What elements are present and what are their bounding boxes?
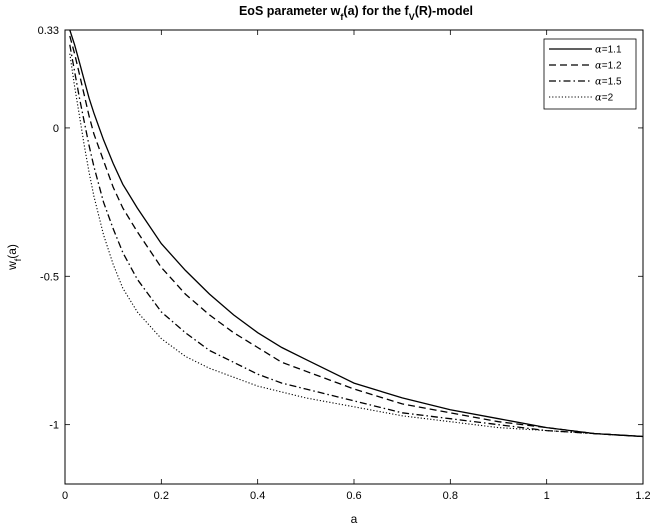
- x-tick-label: 1.2: [635, 490, 650, 502]
- y-tick-label: -0.5: [40, 271, 59, 283]
- y-tick-label: 0.33: [38, 25, 59, 37]
- legend: α=1.1 α=1.2 α=1.5 α=2: [543, 38, 637, 110]
- x-tick-label: 0.4: [250, 490, 265, 502]
- x-tick-label: 0: [62, 490, 68, 502]
- legend-label-2: α=1.2: [595, 61, 622, 72]
- legend-label-3: α=1.5: [595, 77, 622, 88]
- x-tick-label: 0.8: [443, 490, 458, 502]
- x-tick-label: 1: [544, 490, 550, 502]
- y-tick-label: -1: [49, 420, 59, 432]
- series-line-2: [69, 35, 644, 438]
- series-line-1: [69, 29, 644, 438]
- series-layer: [69, 29, 644, 438]
- legend-label-4: α=2: [595, 93, 614, 104]
- legend-label-1: α=1.1: [595, 45, 622, 56]
- axis-ticks: 0 0.2 0.4 0.6 0.8 1 1.2 0.33 0 -0.5 -1: [38, 25, 650, 502]
- x-tick-label: 0.6: [346, 490, 361, 502]
- y-tick-label: 0: [53, 123, 59, 135]
- y-axis-label: wf(a): [5, 244, 23, 271]
- x-axis-label: a: [351, 512, 358, 526]
- x-tick-label: 0.2: [154, 490, 169, 502]
- chart-title: EoS parameter wf(a) for the fV(R)-model: [239, 4, 473, 22]
- series-line-4: [69, 53, 644, 438]
